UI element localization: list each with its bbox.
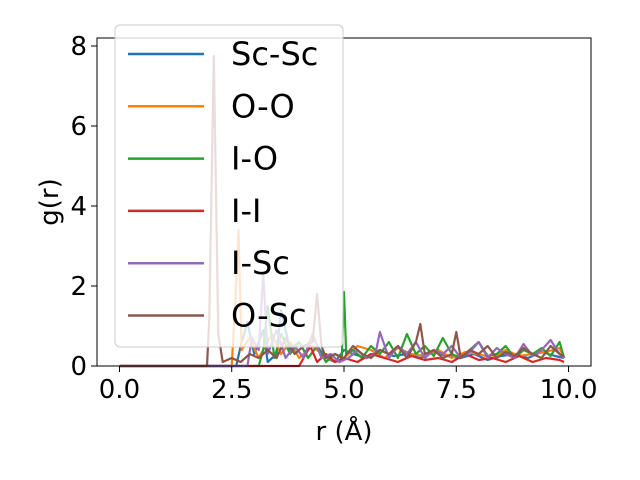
x-axis-label: r (Å) xyxy=(315,415,372,447)
x-tick-label: 7.5 xyxy=(436,375,477,405)
series-line-i-i xyxy=(119,344,565,368)
x-axis: 0.0 2.5 5.0 7.5 10.0 xyxy=(99,366,598,405)
y-axis-label: g(r) xyxy=(35,178,65,225)
y-tick-label: 2 xyxy=(70,272,87,302)
y-tick-label: 4 xyxy=(70,192,87,222)
legend-box xyxy=(114,24,344,348)
legend-label: I-I xyxy=(231,192,261,230)
y-tick-label: 8 xyxy=(70,32,87,62)
x-tick-label: 2.5 xyxy=(211,375,252,405)
y-tick-label: 6 xyxy=(70,112,87,142)
legend-label: I-Sc xyxy=(231,244,290,282)
legend-label: Sc-Sc xyxy=(231,35,318,73)
y-tick-label: 0 xyxy=(70,352,87,382)
x-tick-label: 0.0 xyxy=(99,375,140,405)
legend-label: O-Sc xyxy=(231,297,307,335)
x-tick-label: 10.0 xyxy=(540,375,598,405)
legend: Sc-Sc O-O I-O I-I I-Sc O-Sc xyxy=(114,24,344,348)
y-axis: 0 2 4 6 8 xyxy=(70,32,97,382)
series-line-o-sc xyxy=(119,54,565,368)
legend-label: I-O xyxy=(231,140,278,178)
legend-label: O-O xyxy=(231,87,295,125)
x-tick-label: 5.0 xyxy=(323,375,364,405)
